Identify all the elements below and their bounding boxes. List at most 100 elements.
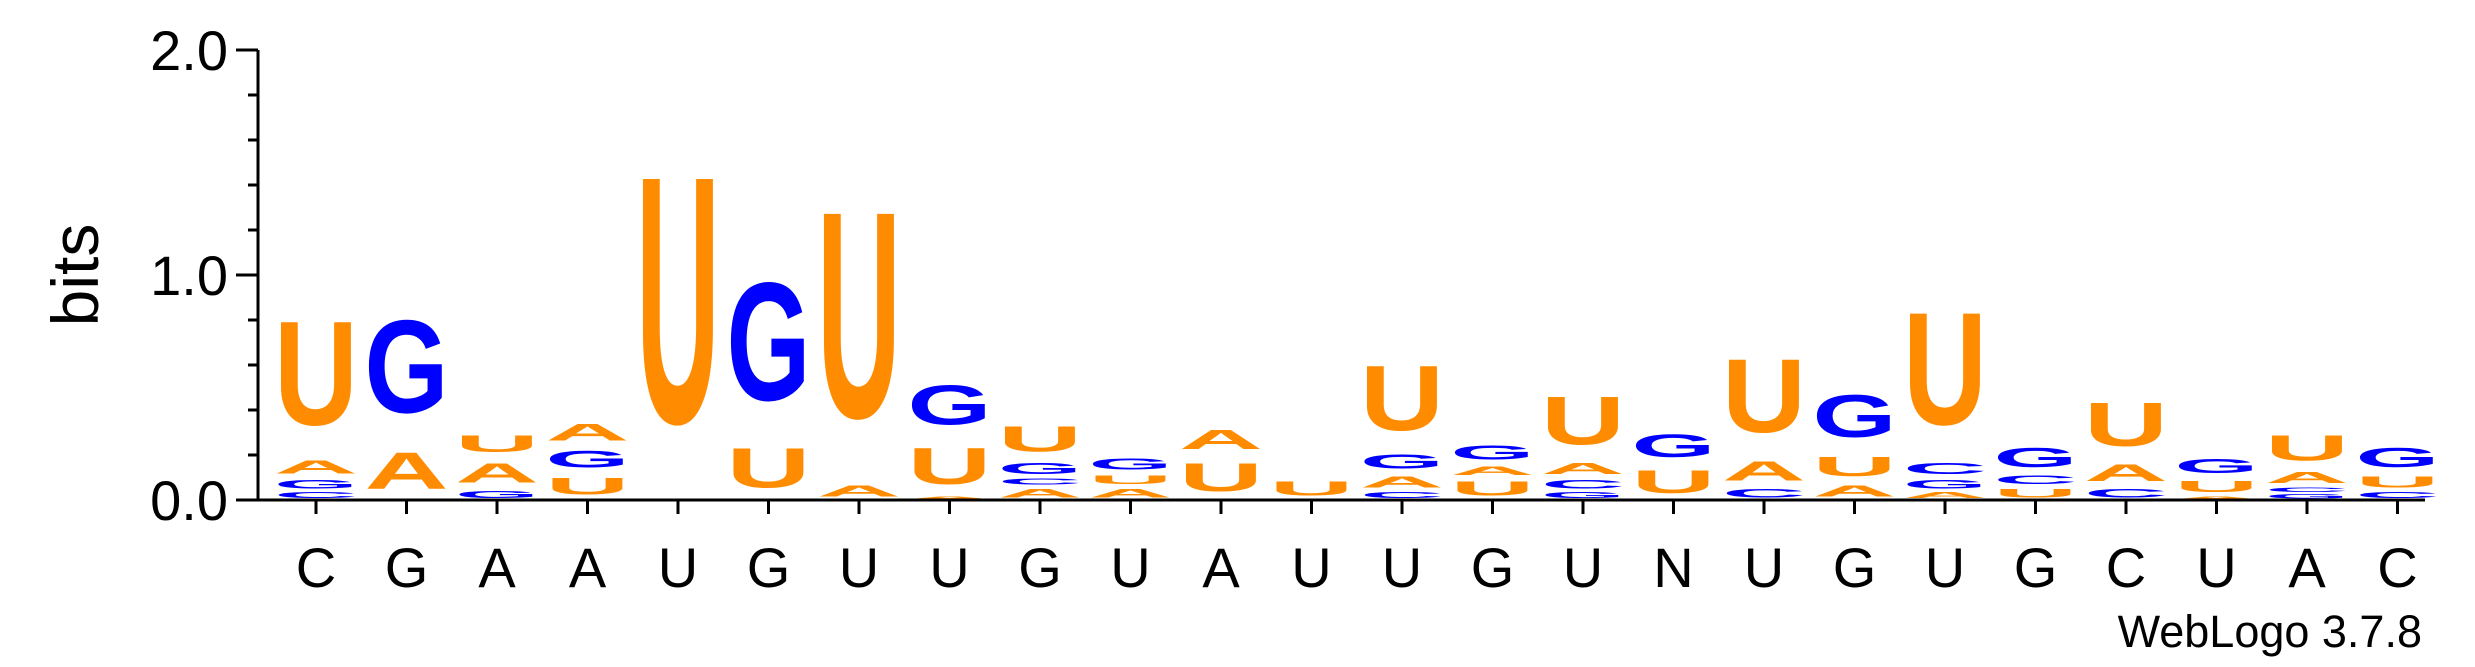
logo-letter-g: G <box>2356 442 2440 473</box>
weblogo-version-label: WebLogo 3.7.8 <box>2118 606 2422 657</box>
x-tick-label: G <box>747 536 791 599</box>
y-tick-label: 2.0 <box>150 19 228 82</box>
y-axis-label: bits <box>38 224 112 327</box>
logo-letter-c: C <box>1903 459 1987 477</box>
logo-letter-a: A <box>1541 459 1625 477</box>
logo-letter-a: A <box>1179 423 1263 455</box>
logo-letter-u: U <box>1541 384 1625 460</box>
logo-letter-c: C <box>2356 491 2440 500</box>
x-tick-label: G <box>1833 536 1877 599</box>
logo-letter-c: C <box>1360 491 1444 500</box>
x-tick-label: A <box>569 536 607 599</box>
logo-letter-a: A <box>455 457 539 489</box>
logo-letter-c: C <box>1541 477 1625 491</box>
logo-letter-a: A <box>1722 455 1806 487</box>
logo-letter-c: C <box>2265 487 2349 494</box>
logo-letter-g: G <box>455 489 539 500</box>
logo-letter-u: U <box>1179 455 1263 500</box>
logo-letter-u: U <box>546 473 630 500</box>
logo-letter-u: U <box>1451 477 1535 500</box>
logo-letter-u: U <box>1722 338 1806 454</box>
logo-letter-g: G <box>2175 455 2259 477</box>
logo-letter-u: U <box>2175 477 2259 495</box>
logo-letter-u: U <box>817 150 901 480</box>
logo-letter-c: C <box>2084 486 2168 500</box>
x-tick-label: G <box>2014 536 2058 599</box>
x-tick-label: U <box>1291 536 1331 599</box>
x-tick-label: A <box>1202 536 1240 599</box>
x-tick-label: C <box>2377 536 2417 599</box>
logo-letter-u: U <box>908 437 992 496</box>
logo-letter-a: A <box>1813 482 1897 500</box>
logo-letter-u: U <box>1632 464 1716 500</box>
y-ticks: 0.0 1.0 2.0 <box>150 19 258 532</box>
logo-letter-g: G <box>546 446 630 473</box>
logo-letter-g: G <box>1451 442 1535 464</box>
logo-letter-u: U <box>727 437 811 500</box>
x-tick-label: C <box>296 536 336 599</box>
x-tick-label: U <box>929 536 969 599</box>
x-tick-label: A <box>2288 536 2326 599</box>
logo-letter-u: U <box>2356 473 2440 491</box>
x-tick-label: U <box>1382 536 1422 599</box>
logo-letter-a: A <box>2265 468 2349 486</box>
logo-letter-g: G <box>2265 493 2349 500</box>
logo-letter-u: U <box>1994 486 2078 500</box>
logo-letter-u: U <box>1903 279 1987 459</box>
logo-letter-a: A <box>1360 473 1444 491</box>
x-tick-label: U <box>839 536 879 599</box>
logo-letter-u: U <box>2084 390 2168 459</box>
logo-letter-u: U <box>1270 477 1354 500</box>
logo-letter-a: A <box>1903 491 1987 500</box>
logo-letter-a: A <box>365 442 449 501</box>
logo-letter-g: G <box>1903 478 1987 491</box>
logo-letter-c: C <box>998 478 1082 487</box>
x-tick-label: G <box>1471 536 1515 599</box>
logo-letter-g: G <box>1994 442 2078 473</box>
logo-letter-u: U <box>1089 473 1173 487</box>
x-tick-label: U <box>1110 536 1150 599</box>
logo-letter-a: A <box>998 486 1082 500</box>
logo-letter-u: U <box>998 419 1082 459</box>
y-tick-label: 1.0 <box>150 244 228 307</box>
logo-letter-g: G <box>365 293 449 441</box>
logo-letter-u: U <box>274 291 358 457</box>
x-tick-label: G <box>385 536 429 599</box>
x-tick-label: N <box>1653 536 1693 599</box>
logo-letter-g: G <box>274 478 358 491</box>
logo-letter-c: C <box>1722 486 1806 500</box>
logo-letter-a: A <box>274 457 358 477</box>
logo-letter-g: G <box>1089 455 1173 473</box>
x-tick-label: U <box>1744 536 1784 599</box>
logo-letter-a: A <box>817 482 901 500</box>
logo-letter-a: A <box>1451 464 1535 478</box>
logo-letter-g: G <box>998 460 1082 478</box>
logo-letter-c: C <box>1994 473 2078 487</box>
x-tick-label: G <box>1018 536 1062 599</box>
logo-letter-a: A <box>2175 496 2259 500</box>
y-tick-label: 0.0 <box>150 469 228 532</box>
logo-letter-c: C <box>274 491 358 500</box>
logo-letter-u: U <box>1360 347 1444 450</box>
x-tick-label: U <box>2196 536 2236 599</box>
logo-letter-u: U <box>455 430 539 457</box>
logo-letter-a: A <box>1089 486 1173 500</box>
logo-letter-g: G <box>727 249 811 437</box>
x-tick-label: U <box>1563 536 1603 599</box>
logo-letter-g: G <box>1813 383 1897 451</box>
logo-letter-u: U <box>1813 450 1897 482</box>
logo-letter-a: A <box>546 419 630 446</box>
logo-letter-u: U <box>636 102 720 497</box>
x-tick-label: A <box>478 536 516 599</box>
x-tick-label: C <box>2106 536 2146 599</box>
logo-letter-g: G <box>1360 451 1444 473</box>
x-tick-label: U <box>1925 536 1965 599</box>
x-tick-label: U <box>658 536 698 599</box>
logo-letter-a: A <box>908 496 992 500</box>
logo-letter-a: A <box>2084 459 2168 486</box>
logo-letter-g: G <box>1632 428 1716 464</box>
logo-letter-u: U <box>2265 428 2349 468</box>
